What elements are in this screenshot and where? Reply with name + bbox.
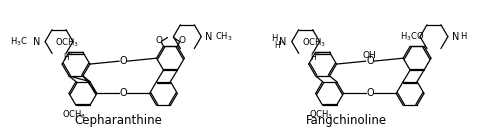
Text: H": H" — [64, 53, 72, 62]
Text: O: O — [120, 56, 127, 66]
Text: H": H" — [310, 53, 320, 62]
Text: OCH$_3$: OCH$_3$ — [55, 36, 79, 49]
Text: N: N — [452, 32, 459, 42]
Text: Cepharanthine: Cepharanthine — [75, 114, 162, 127]
Text: Fangchinoline: Fangchinoline — [306, 114, 387, 127]
Text: H: H — [272, 34, 278, 43]
Text: O: O — [366, 89, 374, 98]
Text: OCH$_3$: OCH$_3$ — [308, 109, 332, 121]
Text: H: H — [460, 32, 466, 41]
Text: O: O — [179, 36, 186, 45]
Text: OCH$_3$: OCH$_3$ — [302, 36, 326, 49]
Text: CH$_3$: CH$_3$ — [215, 30, 232, 43]
Text: OH: OH — [363, 51, 376, 60]
Text: O: O — [366, 56, 374, 66]
Text: H": H" — [274, 41, 284, 50]
Text: O: O — [120, 89, 127, 98]
Text: N: N — [280, 37, 287, 47]
Text: H$_3$C: H$_3$C — [10, 35, 28, 48]
Text: N: N — [33, 37, 40, 47]
Text: H$_3$CO: H$_3$CO — [400, 30, 424, 43]
Text: N: N — [206, 32, 212, 42]
Text: OCH$_3$: OCH$_3$ — [62, 109, 86, 121]
Text: O: O — [155, 36, 162, 45]
